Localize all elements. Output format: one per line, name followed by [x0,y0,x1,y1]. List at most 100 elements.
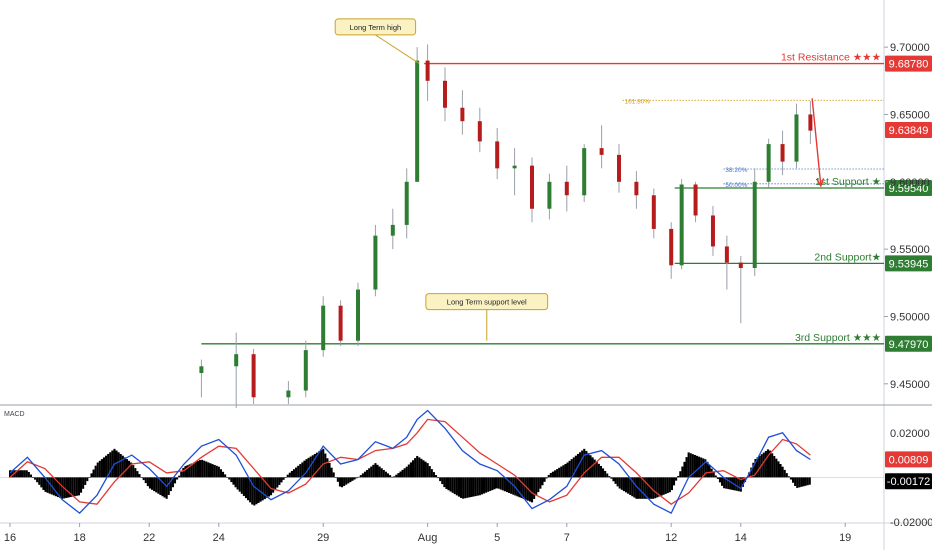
macd-histogram-bar [251,477,254,505]
macd-histogram-bar [305,459,308,478]
macd-histogram-bar [355,477,358,479]
time-tick-label: 12 [665,532,677,544]
candle-body [724,246,729,263]
macd-value-badge [885,451,932,468]
macd-histogram-bar [560,466,563,478]
macd-histogram-bar [568,460,571,478]
macd-histogram-bar [290,470,293,478]
candle-body [495,141,500,169]
macd-histogram-bar [228,477,231,480]
macd-histogram-bar [384,471,387,478]
macd-histogram-bar [656,477,659,498]
macd-histogram-bar [574,455,577,478]
macd-histogram-bar [278,477,281,485]
level-price-badge [885,179,932,196]
macd-histogram-bar [581,450,584,478]
macd-histogram-bar [378,466,381,478]
macd-histogram-bar [203,460,206,478]
macd-histogram-bar [54,477,58,497]
macd-histogram-bar [318,451,321,478]
macd-histogram-bar [781,466,784,478]
macd-histogram-bar [539,477,542,489]
macd-histogram-bar [764,450,767,478]
macd-histogram-bar [783,469,786,478]
candle-body [286,390,291,398]
macd-histogram-bar [73,477,76,497]
macd-histogram-bar [196,460,200,478]
macd-histogram-bar [40,477,43,488]
level-price-label: 9.47970 [889,339,929,351]
macd-histogram-bar [802,477,805,487]
macd-histogram-bar [593,459,596,478]
macd-histogram-bar [255,477,258,505]
level-name: 1st Support ★ [815,176,882,188]
macd-histogram-bar [90,473,93,478]
macd-histogram-bar [17,470,20,478]
macd-histogram-bar [566,462,569,478]
macd-histogram-bar [670,477,673,491]
macd-histogram-bar [616,477,619,487]
macd-histogram-bar [491,477,494,491]
macd-histogram-bar [389,475,392,478]
macd-histogram-bar [163,477,166,498]
time-tick-label: 18 [73,532,85,544]
macd-histogram-bar [121,455,124,478]
macd-histogram-bar [808,477,811,485]
macd-histogram-bar [150,477,154,490]
macd-histogram-bar [176,477,179,480]
macd-histogram-bar [192,462,195,478]
macd-histogram-bar [624,477,628,493]
macd-histogram-bar [270,477,273,496]
macd-histogram-bar [499,477,502,490]
macd-line [9,409,811,514]
macd-signal-line [9,418,811,505]
time-tick-label: 24 [213,532,225,544]
macd-histogram-bar [232,477,235,485]
macd-histogram-bar [708,465,711,478]
macd-histogram-bar [236,477,239,490]
candle-body [634,181,639,196]
level-price-badge [885,255,932,272]
macd-histogram-bar [130,462,133,478]
macd-histogram-bar [428,466,431,478]
macd-histogram-bar [161,477,164,497]
macd-histogram-bar [370,466,373,478]
macd-histogram-bar [804,477,807,486]
level-name: 1st Resistance ★★★ [781,52,882,64]
macd-histogram-bar [583,448,586,478]
macd-histogram-bar [351,477,354,481]
macd-histogram-bar [562,465,565,478]
macd-histogram-bar [439,477,442,482]
macd-histogram-bar [524,477,527,500]
candle-body [752,181,757,268]
macd-histogram-bar [482,477,486,494]
macd-histogram-bar [303,460,306,478]
macd-histogram-bar [443,477,446,488]
macd-histogram-bar [614,477,617,484]
macd-histogram-bar [313,453,316,478]
callout-text: Long Term support level [447,298,527,307]
axes: 9.70000 9.65000 9.60000 9.55000 9.50000 9.450… [4,42,930,544]
macd-histogram-bar [449,477,452,492]
macd-histogram-bar [741,477,744,487]
macd-histogram-bar [666,477,669,494]
macd-histogram-bar [460,477,463,498]
macd-histogram-bar [689,453,692,478]
macd-histogram-bar [685,457,688,478]
macd-histogram-bar [376,464,379,478]
candle-body [564,181,569,196]
macd-histogram-bar [38,477,41,485]
candle-body [338,305,343,341]
macd-histogram-bar [240,477,243,494]
macd-histogram-bar [363,471,367,478]
macd-histogram-bar [107,453,110,478]
candle-body [321,305,326,351]
macd-histogram-bar [754,459,757,478]
candle-body [512,165,517,169]
macd-histogram-bar [113,448,116,478]
macd-histogram-bar [752,462,755,478]
macd-histogram-bar [589,455,592,478]
macd-histogram-bar [234,477,237,488]
macd-histogram-bar [629,477,632,495]
